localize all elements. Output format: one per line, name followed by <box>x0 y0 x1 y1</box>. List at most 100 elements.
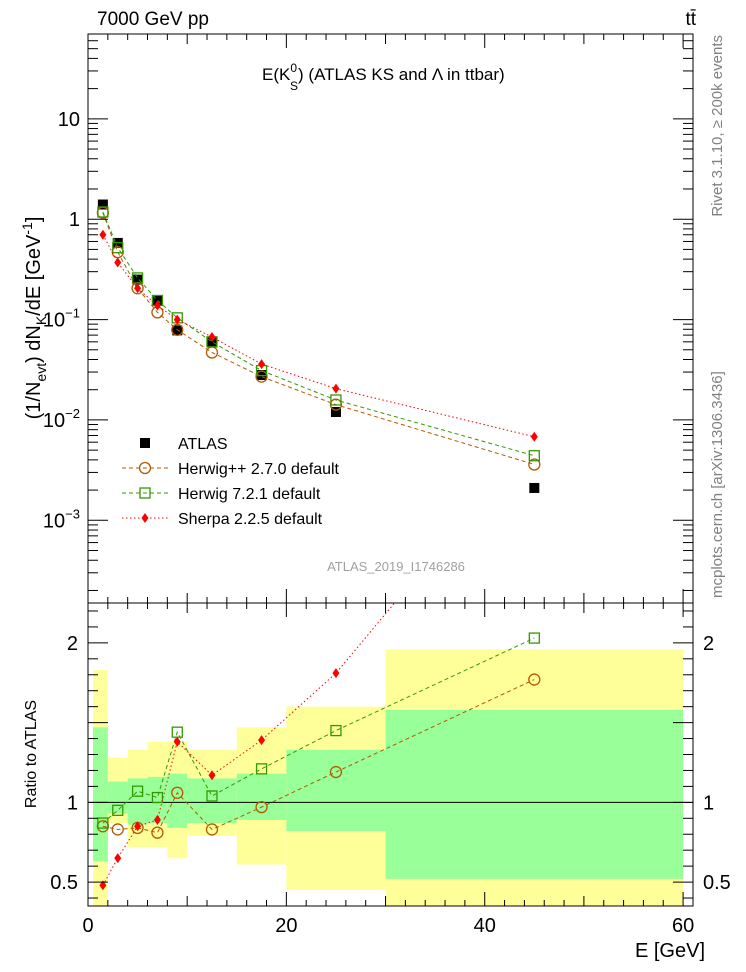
ylabel-part-c: ) dN <box>23 325 45 363</box>
data-point-herwig7 <box>112 242 124 254</box>
ratio-point-herwig7 <box>206 790 218 802</box>
legend: ATLAS Herwig++ 2.7.0 default Herwig 7.2.1 … <box>122 436 340 528</box>
ratio-point-herwigpp <box>171 786 184 799</box>
main-ylabel: (1/Nevt) dNK/dE [GeV-1] <box>19 217 49 420</box>
ratio-point-sherpa <box>153 814 161 825</box>
analysis-id: ATLAS_2019_I1746286 <box>327 559 465 574</box>
data-point-herwig7 <box>330 394 342 406</box>
legend-item-atlas: ATLAS <box>140 436 228 453</box>
ylabel-part-g: ] <box>23 217 45 223</box>
data-point-sherpa <box>153 300 161 311</box>
ratio-point-herwig7 <box>97 817 109 829</box>
data-point-herwig7 <box>97 206 109 218</box>
ratio-y-tick-label-right: 2 <box>703 633 714 655</box>
ratio-band-inner <box>102 727 108 862</box>
data-point-sherpa <box>530 431 538 442</box>
legend-label-atlas: ATLAS <box>178 436 228 453</box>
data-point-atlas <box>206 337 217 348</box>
ratio-point-sherpa <box>99 880 107 891</box>
ratio-point-herwigpp <box>255 800 268 814</box>
ratio-point-herwigpp <box>111 823 124 836</box>
ratio-point-herwigpp <box>151 826 164 839</box>
legend-marker-atlas <box>140 438 150 448</box>
ratio-point-herwigpp <box>205 823 219 836</box>
ratio-series-layer <box>96 603 541 891</box>
data-point-sherpa <box>173 314 181 325</box>
x-tick-label: 40 <box>474 915 496 937</box>
legend-label-sherpa: Sherpa 2.2.5 default <box>178 511 323 528</box>
series-herwig7 <box>97 206 540 462</box>
ratio-band-inner <box>286 749 386 832</box>
ratio-point-sherpa <box>258 735 266 746</box>
data-point-sherpa <box>114 257 122 268</box>
ratio-band-inner <box>385 709 684 879</box>
data-point-herwig7 <box>528 450 540 462</box>
ylabel-part-f: -1 <box>19 222 35 235</box>
ratio-y-tick-label: 1 <box>67 792 78 814</box>
ratio-point-herwig7 <box>112 804 124 816</box>
ratio-ylabel: Ratio to ATLAS <box>23 700 40 808</box>
ratio-series-sherpa <box>99 603 396 891</box>
process-label: tt̄ <box>685 9 696 30</box>
ratio-point-sherpa <box>134 821 142 832</box>
ratio-point-herwig7 <box>151 791 164 804</box>
y-tick-label: 10−2 <box>43 406 80 432</box>
ylabel-part-d: K <box>33 315 49 325</box>
legend-marker-herwig7 <box>139 487 151 499</box>
legend-label-herwig7: Herwig 7.2.1 default <box>178 486 321 503</box>
ratio-point-herwig7 <box>255 763 268 775</box>
plot-title-sup: 0 <box>290 61 297 75</box>
data-point-sherpa <box>332 383 340 394</box>
legend-item-herwigpp: Herwig++ 2.7.0 default <box>122 461 340 478</box>
data-point-atlas <box>330 406 341 417</box>
ratio-line-herwig7 <box>102 637 535 824</box>
ratio-y-tick-label: 2 <box>67 633 78 655</box>
series-line-sherpa <box>102 234 535 438</box>
ratio-series-herwigpp <box>96 673 541 839</box>
ratio-band-inner <box>92 727 103 862</box>
legend-label-herwigpp: Herwig++ 2.7.0 default <box>178 461 340 478</box>
x-axis-label: E [GeV] <box>635 940 705 962</box>
ratio-line-herwigpp <box>102 679 535 834</box>
rivet-label: Rivet 3.1.10, ≥ 200k events <box>709 35 726 217</box>
legend-item-herwig7: Herwig 7.2.1 default <box>122 486 321 503</box>
data-point-sherpa <box>258 359 266 370</box>
series-line-herwig7 <box>102 211 535 457</box>
ratio-y-tick-label-right: 0.5 <box>703 872 731 894</box>
ratio-band-inner <box>147 776 168 824</box>
ratio-point-herwig7 <box>528 632 540 644</box>
ratio-series-herwig7 <box>97 632 540 829</box>
y-tick-label: 10−3 <box>43 506 80 532</box>
y-tick-label: 10 <box>58 109 80 131</box>
y-tick-label: 1 <box>69 209 80 231</box>
x-tick-label: 60 <box>672 915 694 937</box>
data-point-atlas <box>132 274 143 285</box>
data-point-atlas <box>97 199 108 210</box>
y-tick-label: 10−1 <box>43 306 80 332</box>
series-atlas <box>97 199 540 493</box>
legend-marker-herwigpp <box>138 461 152 475</box>
axes-layer <box>87 33 693 906</box>
data-point-sherpa <box>208 332 216 343</box>
ratio-point-sherpa <box>173 736 181 747</box>
ylabel-part-e: /dE [GeV <box>23 234 45 316</box>
plot-title: E(K0 S) (ATLAS KS and Λ in ttbar) <box>262 61 505 93</box>
ratio-point-sherpa <box>332 668 340 679</box>
series-line-herwigpp <box>102 212 535 465</box>
data-point-herwig7 <box>131 272 144 284</box>
ratio-band-inner <box>107 781 128 814</box>
ratio-y-tick-label: 0.5 <box>50 872 78 894</box>
plot-title-sub: S <box>290 79 298 93</box>
ratio-point-herwig7 <box>330 724 342 737</box>
plot-title-rest: ) (ATLAS KS and Λ in ttbar) <box>298 65 505 84</box>
ratio-band-inner <box>167 773 188 828</box>
ratio-bands <box>92 649 684 906</box>
ratio-frame <box>87 602 694 907</box>
ylabel-part-a: (1/N <box>23 382 45 420</box>
legend-item-sherpa: Sherpa 2.2.5 default <box>122 511 323 528</box>
mcplots-label: mcplots.cern.ch [arXiv:1306.3436] <box>709 371 726 598</box>
ratio-point-sherpa <box>114 853 122 864</box>
ratio-point-herwigpp <box>528 673 541 686</box>
data-point-sherpa <box>134 283 142 294</box>
